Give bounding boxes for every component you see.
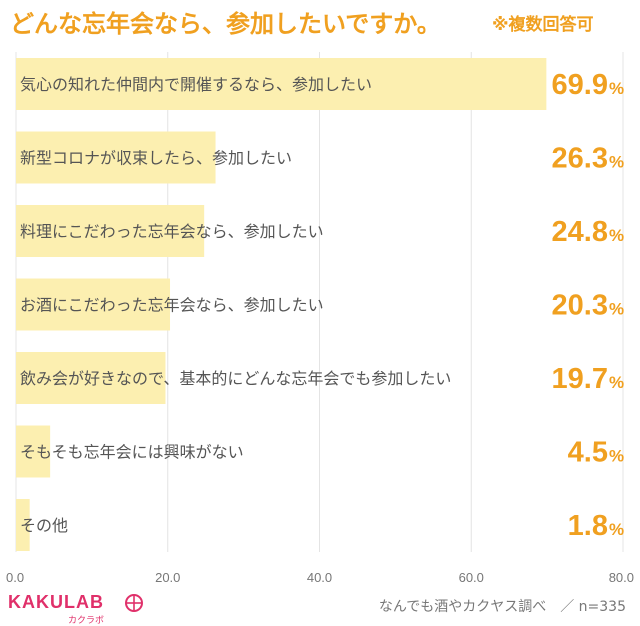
chart-title: どんな忘年会なら、参加したいですか。 <box>10 10 441 38</box>
value-label-4: 19.7 <box>552 363 608 395</box>
unit-label-3: % <box>609 300 624 319</box>
bar-0 <box>16 58 547 110</box>
x-tick-label-2: 40.0 <box>307 570 332 585</box>
category-label-3: お酒にこだわった忘年会なら、参加したい <box>20 296 324 315</box>
category-label-6: その他 <box>20 516 68 535</box>
flower-logo-icon <box>125 594 143 612</box>
bar-2 <box>16 205 205 257</box>
bar-chart: 気心の知れた仲間内で開催するなら、参加したい 69.9 % 新型コロナが収束したら、参… <box>6 52 634 585</box>
logo-text: KAKULAB <box>8 592 104 612</box>
value-label-1: 26.3 <box>552 143 608 175</box>
category-label-2: 料理にこだわった忘年会なら、参加したい <box>20 222 324 241</box>
unit-label-1: % <box>609 153 624 172</box>
kakulabo-logo: KAKULAB カクラボ <box>8 592 144 626</box>
multiple-answer-note: ※複数回答可 <box>492 15 594 35</box>
bar-4 <box>16 352 166 404</box>
source-and-sample-size: なんでも酒やカクヤス調べ ／ n=335 <box>378 599 626 615</box>
x-tick-label-0: 0.0 <box>6 570 24 585</box>
value-label-2: 24.8 <box>552 216 608 248</box>
category-label-4: 飲み会が好きなので、基本的にどんな忘年会でも参加したい <box>20 369 451 388</box>
category-label-5: そもそも忘年会には興味がない <box>20 443 244 462</box>
category-label-0: 気心の知れた仲間内で開催するなら、参加したい <box>20 75 372 94</box>
logo-subtext: カクラボ <box>68 616 105 626</box>
category-label-1: 新型コロナが収束したら、参加したい <box>20 149 292 168</box>
unit-label-6: % <box>609 520 624 539</box>
value-label-3: 20.3 <box>552 290 608 322</box>
x-tick-label-3: 60.0 <box>459 570 484 585</box>
value-label-0: 69.9 <box>552 69 608 101</box>
bar-6 <box>16 499 30 551</box>
unit-label-5: % <box>609 447 624 466</box>
value-label-6: 1.8 <box>568 510 608 542</box>
bar-3 <box>16 278 171 331</box>
unit-label-2: % <box>609 226 624 245</box>
value-label-5: 4.5 <box>568 437 608 469</box>
bar-1 <box>16 131 216 184</box>
bar-5 <box>16 425 51 478</box>
x-tick-label-1: 20.0 <box>155 570 180 585</box>
unit-label-0: % <box>609 79 624 98</box>
unit-label-4: % <box>609 373 624 392</box>
x-tick-label-4: 80.0 <box>609 570 634 585</box>
